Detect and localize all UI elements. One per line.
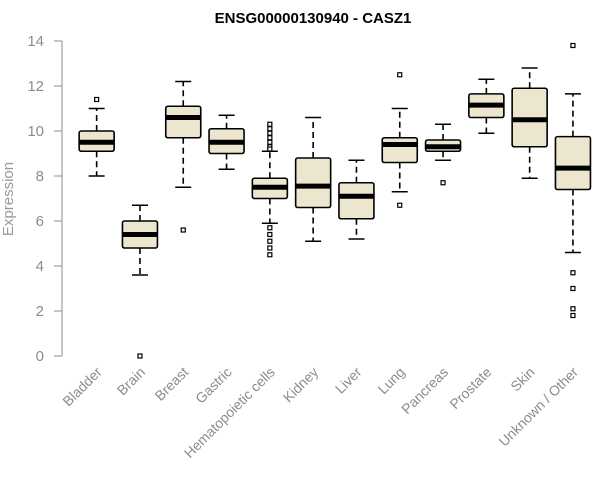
outlier-point [570,270,576,276]
outlier-point [267,238,273,244]
outlier-point [397,202,403,208]
box-7 [381,72,419,208]
x-tick-label: Kidney [280,364,322,406]
box-series [78,42,592,359]
x-tick-label: Lung [375,364,408,397]
box-0 [78,96,115,177]
outlier-point [267,245,273,251]
outlier-point [267,135,273,141]
chart-title: ENSG00000130940 - CASZ1 [215,10,412,27]
outlier-point [267,146,273,152]
box-4 [251,121,289,258]
outlier-point [267,139,273,145]
outlier-point [180,227,186,233]
y-tick-label-12: 12 [27,78,44,95]
y-tick-label-10: 10 [27,123,44,140]
x-tick-label: Bladder [59,364,105,410]
outlier-point [267,121,273,127]
y-tick-label-0: 0 [36,348,44,365]
outlier-point [267,252,273,258]
iqr-box [554,135,592,191]
axes: 0 2 4 6 8 10 12 14 [27,33,63,365]
box-1 [121,204,159,359]
box-2 [164,80,202,233]
outlier-point [397,72,403,78]
iqr-box [164,105,202,139]
x-tick-label: Breast [151,364,191,404]
x-tick-label: Brain [114,364,148,398]
outlier-point [267,126,273,132]
outlier-point [570,312,576,319]
box-9 [468,78,505,135]
x-tick-label: Gastric [192,364,235,407]
outlier-point [570,306,576,312]
outlier-point [570,285,576,292]
iqr-box [381,136,419,164]
x-tick-label: Skin [507,364,538,395]
outlier-point [267,231,273,238]
x-tick-label: Unknown / Other [495,364,581,450]
y-tick-label-6: 6 [36,213,44,230]
y-tick-label-4: 4 [36,258,44,275]
iqr-box [338,181,375,220]
box-6 [338,159,375,240]
y-tick-label-2: 2 [36,303,44,320]
x-tick-label: Liver [332,364,365,397]
y-tick-label-8: 8 [36,168,44,185]
box-10 [511,67,548,180]
outlier-point [267,130,273,136]
box-8 [424,123,462,186]
y-axis-label: Expression [0,162,17,236]
box-5 [294,116,332,243]
x-tick-label: Prostate [446,364,494,412]
x-tick-label: Pancreas [398,364,451,417]
iqr-box [294,157,332,209]
box-3 [208,114,245,171]
box-11 [554,42,592,319]
y-tick-label-14: 14 [27,33,44,50]
outlier-point [440,180,446,186]
outlier-point [94,96,100,103]
outlier-point [137,353,143,359]
outlier-point [267,225,273,231]
outlier-point [570,42,576,49]
